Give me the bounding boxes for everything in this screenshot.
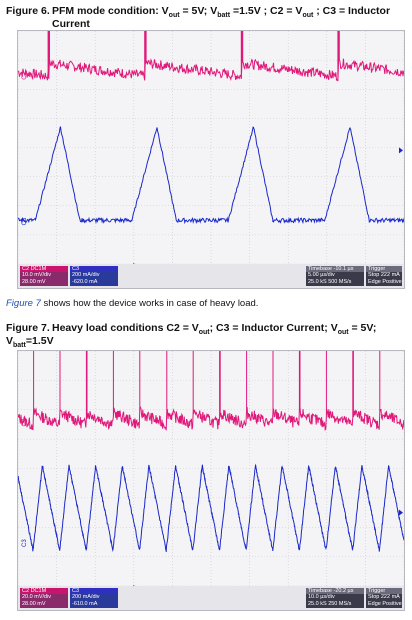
ch2-status-box: C2 DC1M 10.0 mV/div 28.00 mV (20, 266, 68, 286)
trigger-box: Trigger Stop 222 mA Edge Positive (366, 266, 402, 286)
scope-plot-1: C2 C3 (17, 30, 405, 265)
ch3-trace (18, 126, 404, 225)
plot1-svg: C2 C3 (18, 31, 404, 264)
ch3-label: C3 (22, 217, 28, 225)
ch3-label: C3 (22, 539, 28, 547)
ch2-label: C2 (22, 418, 28, 426)
grid (18, 351, 404, 586)
body-paragraph: Figure 7 shows how the device works in c… (6, 298, 259, 309)
ch2-trace (18, 31, 404, 82)
figure7-link[interactable]: Figure 7 (6, 298, 41, 309)
trigger-level-marker (399, 509, 403, 516)
plot2-svg: C2 C3 (18, 351, 404, 586)
figure7-title-line2: Vbatt=1.5V (6, 335, 54, 350)
scope1-statusbar: C2 DC1M 10.0 mV/div 28.00 mV C3 200 mA/d… (17, 264, 405, 289)
figure6-number: Figure 6. (6, 5, 50, 17)
ch3-status-box: C3 200 mA/div -620.0 mA (70, 266, 118, 286)
figure6-title-line2: Current (52, 18, 90, 30)
figure7-title: Heavy load conditions C2 = Vout; C3 = In… (52, 322, 377, 337)
ch3-status-box: C3 200 mA/div -610.0 mA (70, 588, 118, 608)
trigger-box: Trigger Stop 222 mA Edge Positive (366, 588, 402, 608)
trigger-position-marker (133, 263, 135, 264)
trigger-position-marker (133, 585, 135, 586)
ch2-status-box: C2 DC1M 20.0 mV/div 28.00 mV (20, 588, 68, 608)
scope2-statusbar: C2 DC1M 20.0 mV/div 28.00 mV C3 200 mA/d… (17, 586, 405, 611)
trigger-level-marker (399, 147, 403, 154)
figure7-number: Figure 7. (6, 322, 50, 334)
timebase-box: Timebase -10.1 µs 5.00 µs/div 25.0 kS 50… (306, 266, 364, 286)
figure6-caption: Figure 6. PFM mode condition: Vout = 5V; … (6, 5, 390, 22)
ch3-trace (18, 463, 404, 553)
timebase-box: Timebase -20.2 µs 10.0 µs/div 25.0 kS 25… (306, 588, 364, 608)
ch2-label: C2 (22, 71, 28, 79)
figure7-caption: Figure 7. Heavy load conditions C2 = Vout… (6, 322, 376, 339)
ch2-trace (18, 351, 404, 432)
figure6-title: PFM mode condition: Vout = 5V; Vbatt =1.… (52, 5, 391, 20)
scope-plot-2: C2 C3 (17, 350, 405, 587)
